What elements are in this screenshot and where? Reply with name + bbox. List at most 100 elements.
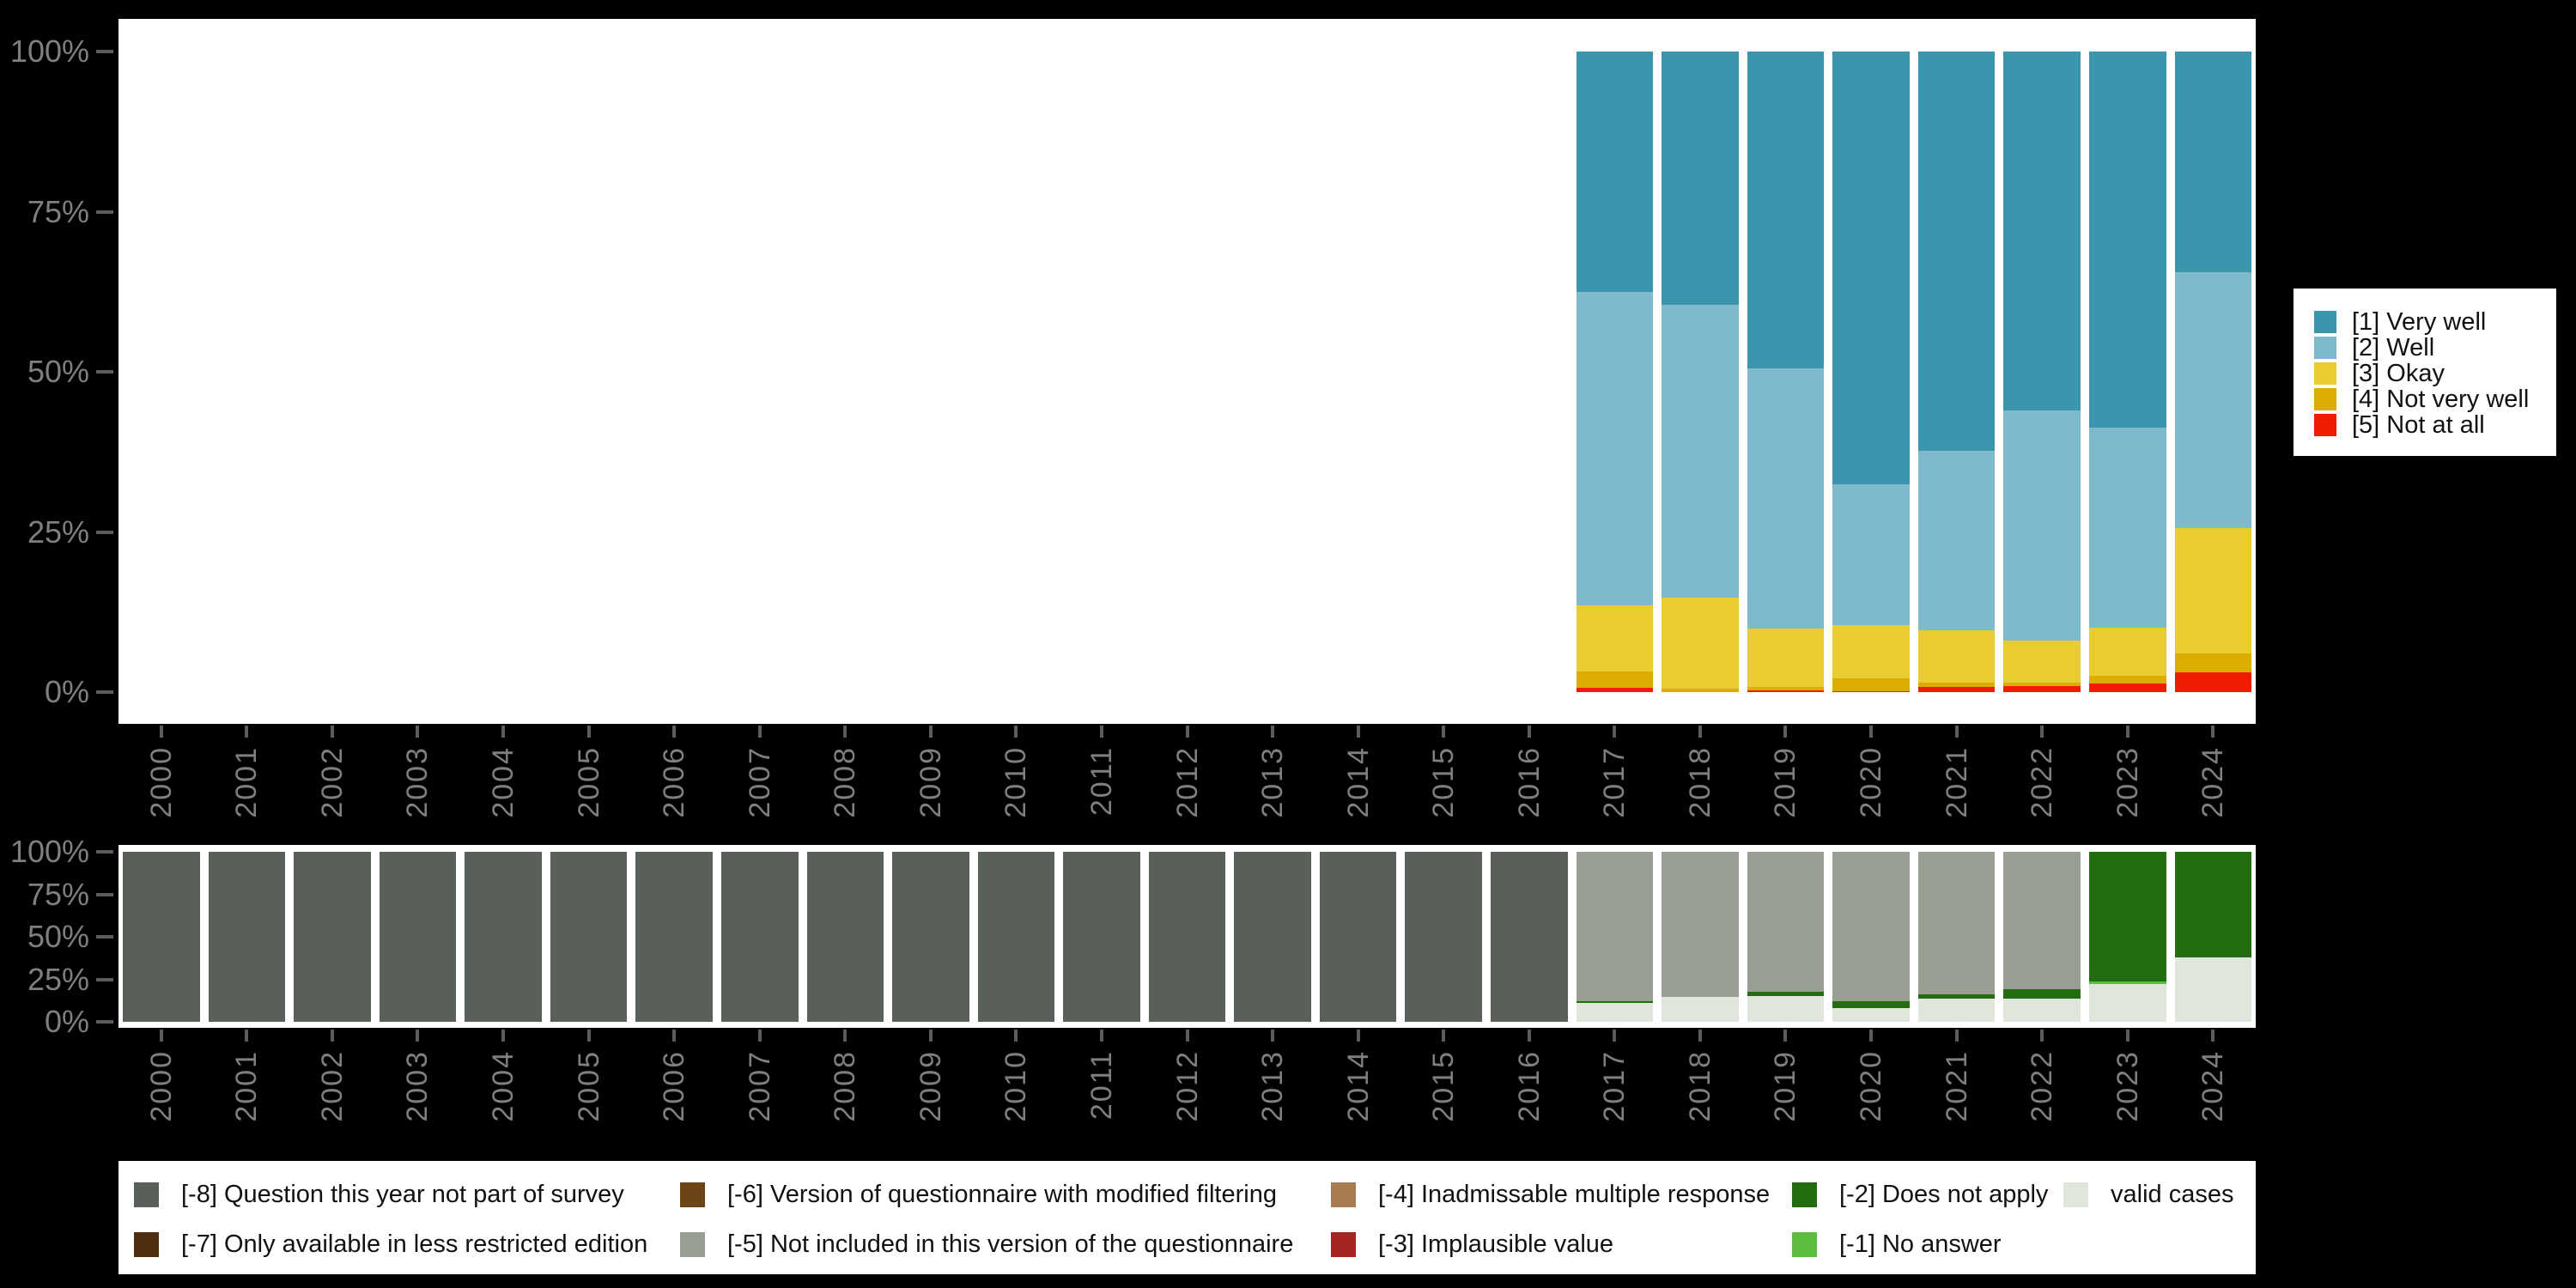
x-cell-2003: 2003 <box>375 726 461 844</box>
x-tick-mark <box>1527 1030 1531 1042</box>
year-label: 2000 <box>144 746 178 818</box>
year-label: 2024 <box>2196 1050 2230 1122</box>
year-label: 2003 <box>401 746 434 818</box>
year-label: 2020 <box>1855 746 1888 818</box>
segment <box>2003 410 2081 641</box>
year-label: 2010 <box>999 746 1033 818</box>
missing-legend-column: [-2] Does not apply [-1] No answer <box>1792 1170 2063 1274</box>
year-label: 2015 <box>1427 746 1461 818</box>
bar-2003 <box>379 852 457 1022</box>
x-cell-2015: 2015 <box>1400 1030 1486 1148</box>
bar-2020 <box>1832 52 1910 692</box>
segment <box>635 852 713 1022</box>
x-tick-mark <box>1613 726 1617 738</box>
bar-2009 <box>892 52 969 692</box>
legend-label: [1] Very well <box>2352 307 2487 336</box>
missing-legend-column: valid cases <box>2063 1170 2256 1274</box>
x-tick-mark <box>1783 1030 1788 1042</box>
bar-2020 <box>1832 852 1910 1022</box>
x-tick-mark <box>1356 726 1360 738</box>
bar-2018 <box>1662 852 1739 1022</box>
x-cell-2014: 2014 <box>1315 1030 1401 1148</box>
x-tick-mark <box>1099 1030 1103 1042</box>
x-cell-2011: 2011 <box>1059 1030 1145 1148</box>
x-tick-mark <box>159 726 163 738</box>
x-cell-2008: 2008 <box>803 726 889 844</box>
segment <box>1319 852 1397 1022</box>
year-label: 2015 <box>1427 1050 1461 1122</box>
segment <box>2088 52 2166 428</box>
x-tick-mark <box>757 1030 762 1042</box>
x-cell-2016: 2016 <box>1486 1030 1572 1148</box>
segment <box>2174 271 2252 529</box>
legend-label: [-7] Only available in less restricted e… <box>181 1230 648 1258</box>
legend-swatch <box>2314 362 2336 385</box>
x-cell-2022: 2022 <box>1999 726 2085 844</box>
missing-legend-column: [-6] Version of questionnaire with modif… <box>680 1170 1331 1274</box>
segment <box>2003 852 2081 990</box>
year-label: 2009 <box>914 746 947 818</box>
year-label: 2024 <box>2196 746 2230 818</box>
x-cell-2018: 2018 <box>1657 1030 1743 1148</box>
x-cell-2012: 2012 <box>1145 1030 1230 1148</box>
x-cell-2019: 2019 <box>1743 1030 1829 1148</box>
x-tick-mark <box>1954 726 1959 738</box>
legend-swatch <box>1792 1231 1817 1257</box>
bar-2014 <box>1319 852 1397 1022</box>
x-cell-2021: 2021 <box>1914 1030 2000 1148</box>
x-cell-2006: 2006 <box>631 726 717 844</box>
x-tick-mark <box>1527 726 1531 738</box>
segment <box>1832 483 1910 625</box>
year-label: 2010 <box>999 1050 1033 1122</box>
x-cell-2011: 2011 <box>1059 726 1145 844</box>
x-tick-mark <box>1185 726 1189 738</box>
bar-2006 <box>635 852 713 1022</box>
y-tick-label: 25% <box>27 513 89 550</box>
segment <box>1234 852 1311 1022</box>
legend-swatch <box>1331 1182 1356 1207</box>
x-tick-mark <box>586 1030 591 1042</box>
x-cell-2000: 2000 <box>118 726 204 844</box>
segment <box>1662 852 1739 998</box>
year-label: 2023 <box>2111 1050 2144 1122</box>
segment <box>1576 1001 1654 1004</box>
segment <box>2088 676 2166 684</box>
y-tick-label: 25% <box>27 961 89 997</box>
legend-item: [4] Not very well <box>2314 386 2556 413</box>
x-tick-mark <box>416 1030 420 1042</box>
legend-item: [1] Very well <box>2314 307 2556 336</box>
bar-2009 <box>892 852 969 1022</box>
x-tick-mark <box>1698 1030 1702 1042</box>
legend-label: [-6] Version of questionnaire with modif… <box>727 1180 1277 1208</box>
y-tick-label: 75% <box>27 876 89 912</box>
bar-2021 <box>1917 52 1996 692</box>
segment <box>1747 52 1825 369</box>
x-tick-mark <box>1698 726 1702 738</box>
x-tick-mark <box>1271 726 1275 738</box>
y-tick-mark <box>96 530 113 534</box>
year-label: 2019 <box>1769 746 1802 818</box>
year-label: 2022 <box>2026 1050 2059 1122</box>
segment <box>2088 852 2166 982</box>
segment <box>2003 641 2081 683</box>
legend-label: [3] Okay <box>2352 359 2445 387</box>
x-cell-2005: 2005 <box>546 1030 632 1148</box>
segment <box>1576 1003 1654 1022</box>
legend-label: [-8] Question this year not part of surv… <box>181 1180 624 1208</box>
bar-2023 <box>2088 52 2166 692</box>
x-cell-2009: 2009 <box>888 1030 974 1148</box>
x-cell-2010: 2010 <box>974 726 1060 844</box>
bar-2000 <box>123 52 200 692</box>
x-cell-2013: 2013 <box>1230 1030 1315 1148</box>
legend-item: [-1] No answer <box>1792 1219 2063 1269</box>
year-label: 2018 <box>1683 1050 1716 1122</box>
year-label: 2019 <box>1769 1050 1802 1122</box>
year-label: 2013 <box>1256 746 1290 818</box>
segment <box>208 852 286 1022</box>
x-tick-mark <box>757 726 762 738</box>
y-tick-label: 75% <box>27 193 89 229</box>
x-cell-2000: 2000 <box>118 1030 204 1148</box>
legend-item: [-7] Only available in less restricted e… <box>134 1219 680 1269</box>
legend-item: [-4] Inadmissable multiple response <box>1331 1170 1792 1219</box>
x-tick-mark <box>1869 1030 1874 1042</box>
